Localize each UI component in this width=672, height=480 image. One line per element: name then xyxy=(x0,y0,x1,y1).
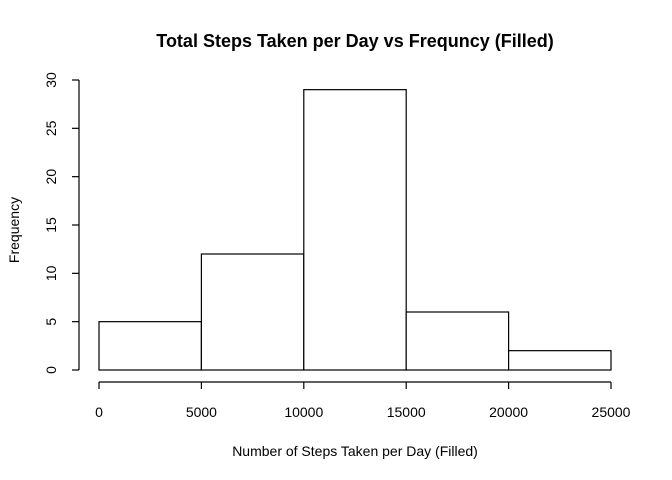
x-axis: 0 5000 10000 15000 20000 25000 xyxy=(95,381,631,420)
chart-title: Total Steps Taken per Day vs Frequncy (F… xyxy=(156,31,553,51)
histogram-bar-0 xyxy=(98,321,203,371)
histogram-bar-2 xyxy=(303,89,407,371)
x-tick-label-1: 5000 xyxy=(186,404,217,420)
y-tick-label-2: 10 xyxy=(43,265,59,281)
histogram-bar-1 xyxy=(200,253,305,371)
x-tick-label-4: 20000 xyxy=(489,404,528,420)
y-tick-label-6: 30 xyxy=(43,72,59,88)
histogram-bar-3 xyxy=(405,311,510,371)
y-tick-label-0: 0 xyxy=(43,366,59,374)
x-tick-label-5: 25000 xyxy=(592,404,631,420)
y-axis-label: Frequency xyxy=(6,197,22,263)
x-tick-label-3: 15000 xyxy=(387,404,426,420)
x-tick-label-2: 10000 xyxy=(284,404,323,420)
x-tick-label-0: 0 xyxy=(95,404,103,420)
y-tick-label-5: 25 xyxy=(43,120,59,136)
y-tick-label-4: 20 xyxy=(43,169,59,185)
histogram-bars xyxy=(98,89,612,371)
y-axis: 0 5 10 15 20 25 30 xyxy=(43,72,80,374)
histogram-bar-4 xyxy=(508,350,612,371)
x-axis-label: Number of Steps Taken per Day (Filled) xyxy=(232,443,478,459)
y-tick-label-1: 5 xyxy=(43,318,59,326)
y-tick-label-3: 15 xyxy=(43,217,59,233)
